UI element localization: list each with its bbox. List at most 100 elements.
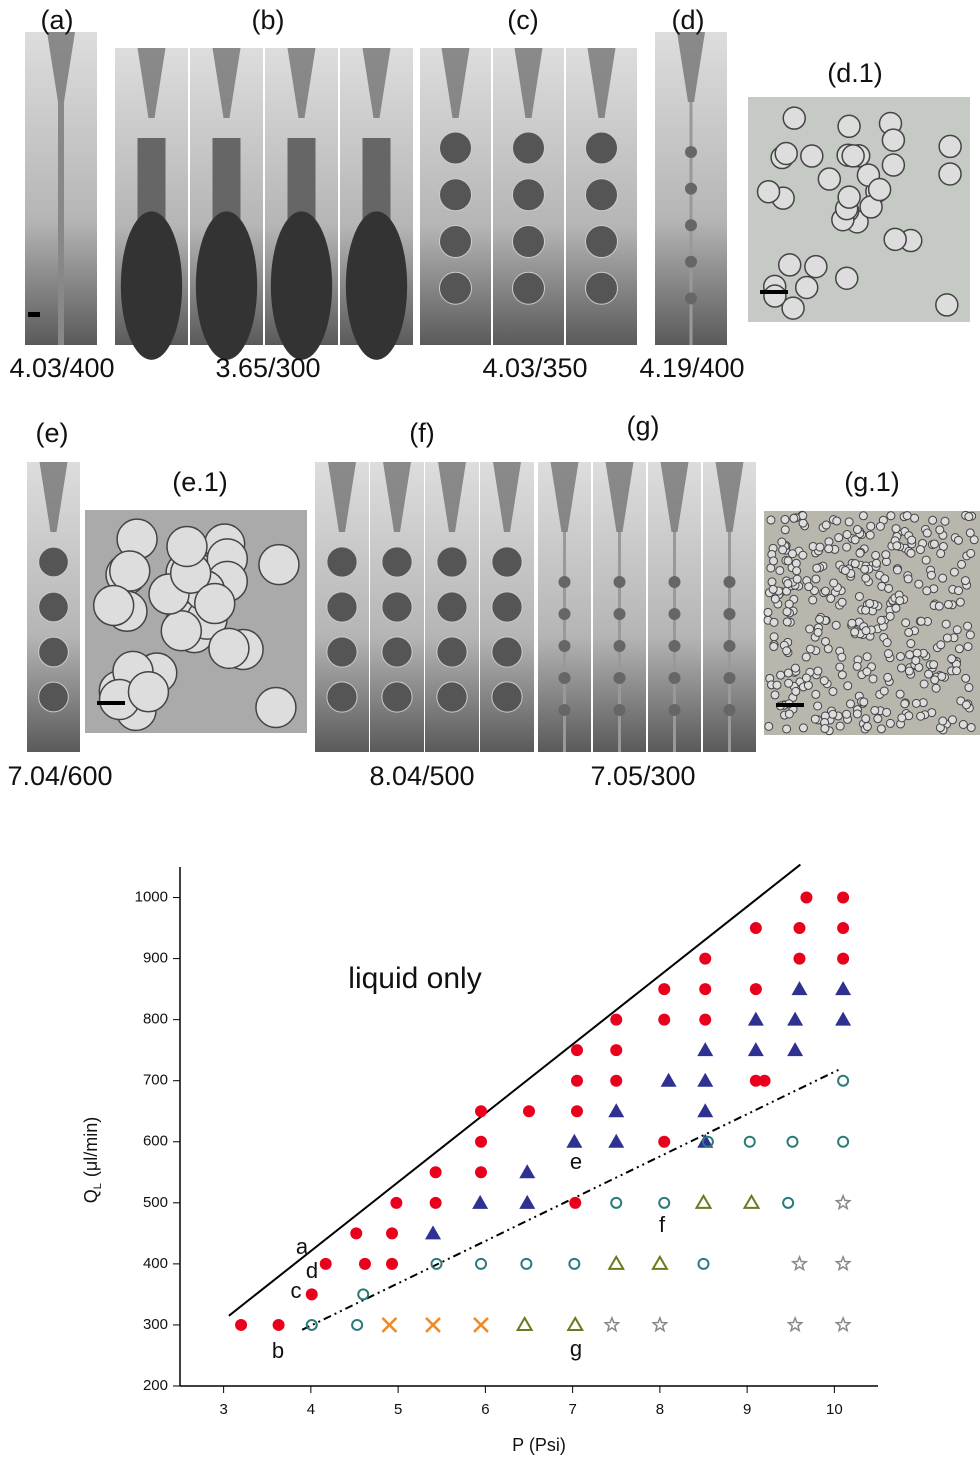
marker [566, 1315, 584, 1331]
droplet [789, 513, 799, 523]
droplet [859, 697, 869, 707]
droplet [808, 595, 818, 605]
droplet [873, 714, 883, 724]
droplet [837, 652, 847, 662]
droplet [885, 611, 895, 621]
marker [569, 1196, 582, 1209]
drop [436, 636, 468, 668]
droplet [892, 565, 902, 575]
droplet [791, 686, 801, 696]
drop [381, 591, 413, 623]
marker [800, 891, 813, 904]
nozzle [587, 48, 616, 118]
drop [668, 704, 681, 716]
droplet [837, 114, 861, 139]
marker [305, 1288, 318, 1301]
droplet [258, 543, 300, 586]
droplet [854, 591, 864, 601]
droplet [815, 542, 825, 552]
droplet [852, 525, 862, 535]
marker [608, 1133, 625, 1148]
drop [512, 131, 545, 165]
marker [837, 952, 850, 965]
marker [358, 1257, 371, 1270]
drop [613, 640, 626, 652]
marker [520, 1257, 533, 1270]
droplet [92, 584, 135, 627]
droplet [892, 541, 902, 551]
marker [519, 1194, 536, 1209]
droplet [883, 227, 907, 252]
droplet [953, 535, 963, 545]
panel-caption: 3.65/300 [215, 353, 320, 383]
nozzle [550, 462, 579, 532]
droplet [865, 599, 875, 609]
nozzle [328, 462, 356, 532]
droplet [963, 621, 973, 631]
panel-caption: 4.19/400 [639, 353, 744, 383]
drop [38, 681, 69, 713]
drop [613, 608, 626, 620]
drop [436, 681, 468, 713]
x-tick-label: 4 [307, 1401, 315, 1418]
panel-label: (f) [409, 418, 434, 448]
marker [791, 981, 808, 996]
marker [658, 1196, 671, 1209]
droplet [127, 671, 170, 713]
drop [439, 131, 472, 165]
marker [697, 1072, 714, 1087]
droplet [947, 715, 957, 725]
droplet [208, 627, 250, 670]
marker [660, 1072, 677, 1087]
droplet [866, 521, 876, 531]
droplet [883, 672, 893, 682]
nozzle [441, 48, 470, 118]
droplet [756, 179, 781, 204]
x-tick-label: 9 [743, 1401, 751, 1418]
droplet [828, 686, 838, 696]
marker [430, 1257, 443, 1270]
droplet [769, 617, 779, 627]
droplet [842, 530, 852, 540]
droplet [931, 683, 941, 693]
nozzle [677, 32, 705, 102]
droplet [871, 558, 881, 568]
marker [319, 1257, 332, 1270]
droplet [905, 650, 915, 660]
marker [749, 983, 762, 996]
droplet [784, 599, 794, 609]
drop [326, 546, 358, 578]
droplet [875, 521, 885, 531]
droplet [958, 719, 968, 729]
drop [613, 672, 626, 684]
y-axis-label-part: Q [81, 1189, 101, 1203]
nozzle [39, 462, 68, 532]
drop [326, 681, 358, 713]
x-axis-label: P (Psi) [512, 1435, 566, 1455]
drop [512, 271, 545, 305]
panel-caption: 8.04/500 [369, 761, 474, 791]
scale-bar [97, 701, 125, 705]
marker [786, 1135, 799, 1148]
droplet [850, 535, 860, 545]
scale-bar [760, 290, 788, 294]
droplet [782, 617, 792, 627]
droplet [883, 649, 893, 659]
drop [38, 546, 69, 578]
droplet [914, 579, 924, 589]
marker [697, 1103, 714, 1118]
droplet [969, 535, 979, 545]
droplet [895, 651, 905, 661]
marker [568, 1257, 581, 1270]
droplet [961, 673, 971, 683]
marker [787, 1042, 804, 1057]
droplet [852, 661, 862, 671]
droplet [865, 530, 875, 540]
droplet [926, 570, 936, 580]
boundary-line [228, 863, 801, 1317]
droplet [766, 515, 776, 525]
marker [837, 891, 850, 904]
marker [607, 1254, 625, 1270]
droplet [952, 666, 962, 676]
marker [523, 1105, 535, 1118]
